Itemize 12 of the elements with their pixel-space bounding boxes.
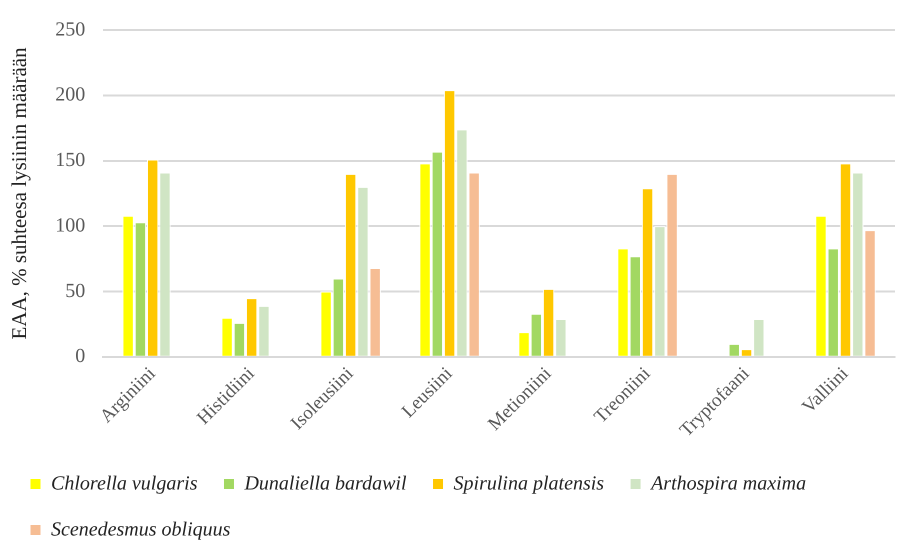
y-tick-label: 50 (65, 280, 86, 302)
y-tick-label: 200 (55, 84, 86, 106)
legend-label: Dunaliella bardawil (243, 472, 407, 494)
y-tick-label: 100 (55, 214, 86, 236)
legend-label: Arthospira maxima (649, 472, 806, 494)
legend-label: Spirulina platensis (454, 472, 604, 494)
legend-label: Scenedesmus obliquus (51, 518, 231, 540)
y-tick-label: 150 (55, 149, 86, 172)
y-tick-label: 0 (75, 345, 86, 368)
legend-label: Chlorella vulgaris (51, 472, 198, 494)
y-axis-title: EAA, % suhteesa lysiinin määrään (7, 46, 32, 340)
y-tick-label: 250 (55, 18, 86, 40)
